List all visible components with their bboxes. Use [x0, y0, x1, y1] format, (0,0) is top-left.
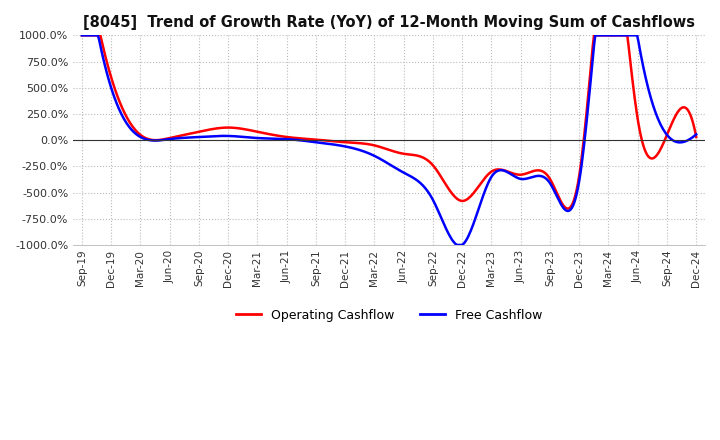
Line: Operating Cashflow: Operating Cashflow [82, 35, 696, 209]
Free Cashflow [453, 242, 462, 248]
Free Cashflow [692, 132, 701, 137]
Operating Cashflow [410, 152, 418, 158]
Free Cashflow [582, 118, 591, 124]
Free Cashflow [410, 176, 418, 181]
Operating Cashflow [582, 109, 591, 114]
Line: Free Cashflow: Free Cashflow [82, 35, 696, 245]
Operating Cashflow [78, 33, 86, 38]
Free Cashflow [678, 139, 687, 145]
Operating Cashflow [444, 184, 452, 190]
Operating Cashflow [564, 206, 572, 211]
Operating Cashflow [373, 143, 382, 149]
Free Cashflow [369, 153, 378, 158]
Free Cashflow [444, 229, 452, 235]
Free Cashflow [373, 155, 382, 160]
Legend: Operating Cashflow, Free Cashflow: Operating Cashflow, Free Cashflow [231, 304, 547, 327]
Free Cashflow [78, 33, 86, 38]
Operating Cashflow [369, 143, 378, 148]
Operating Cashflow [678, 105, 687, 110]
Operating Cashflow [692, 134, 701, 139]
Title: [8045]  Trend of Growth Rate (YoY) of 12-Month Moving Sum of Cashflows: [8045] Trend of Growth Rate (YoY) of 12-… [83, 15, 695, 30]
